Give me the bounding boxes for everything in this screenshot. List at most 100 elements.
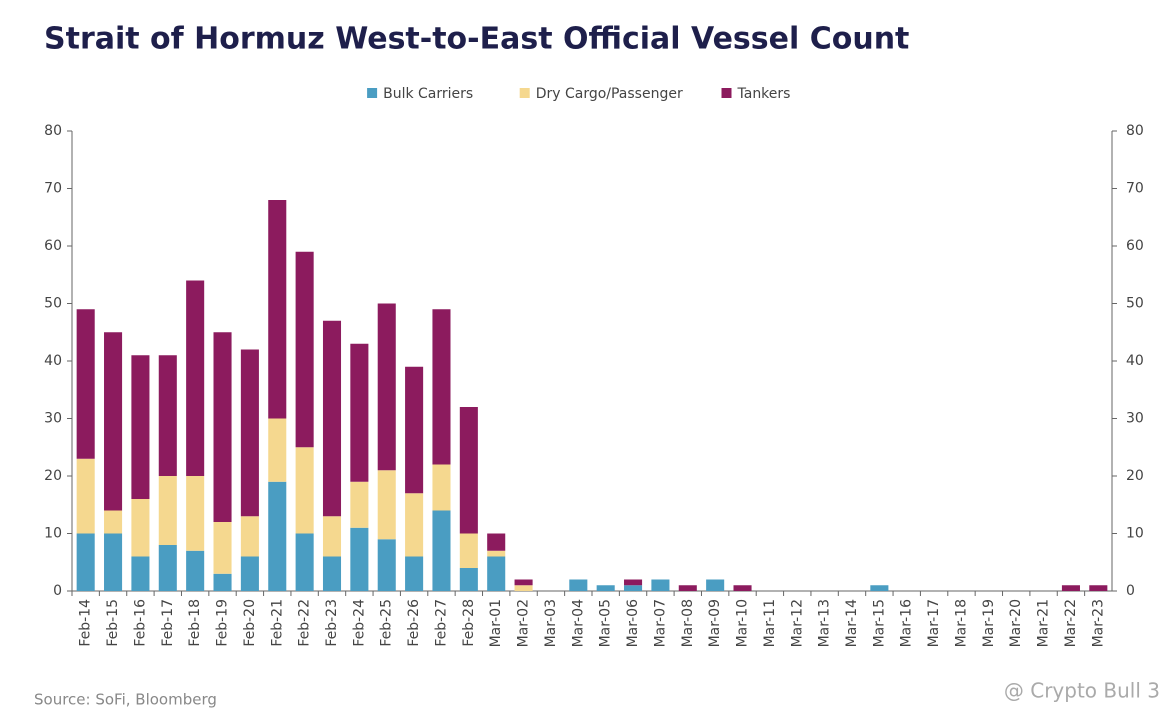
x-tick-label: Mar-04 — [570, 599, 586, 647]
bar-segment — [240, 556, 259, 591]
bar-segment — [377, 470, 396, 540]
x-tick-label: Feb-15 — [105, 599, 121, 647]
x-tick-label: Feb-25 — [379, 599, 395, 647]
bar-segment — [268, 418, 287, 482]
bar-segment — [487, 533, 506, 551]
bar-segment — [322, 516, 342, 557]
x-tick-label: Mar-10 — [735, 599, 751, 647]
bar-segment — [569, 579, 588, 591]
x-tick-label: Mar-22 — [1063, 599, 1079, 647]
bar-segment — [432, 309, 451, 465]
x-tick-label: Feb-17 — [160, 599, 176, 647]
bar-segment — [76, 458, 95, 534]
x-tick-label: Feb-22 — [297, 599, 313, 647]
bar-segment — [104, 332, 123, 511]
bar-segment — [350, 481, 369, 528]
bar-segment — [350, 527, 369, 591]
bar-segment — [131, 355, 150, 499]
bar-segment — [295, 533, 314, 591]
x-tick-label: Feb-16 — [132, 599, 148, 647]
y2-tick-label: 50 — [1126, 296, 1144, 312]
x-tick-label: Mar-20 — [1008, 599, 1024, 647]
bar-segment — [733, 585, 752, 591]
x-tick-label: Mar-08 — [680, 599, 696, 647]
y-tick-label: 20 — [44, 468, 62, 484]
y2-tick-label: 60 — [1126, 238, 1144, 254]
y-tick-label: 10 — [44, 526, 62, 542]
bar-segment — [213, 522, 232, 574]
y2-tick-label: 20 — [1126, 468, 1144, 484]
y2-tick-label: 40 — [1126, 353, 1144, 369]
bar-segment — [295, 447, 314, 534]
y-tick-label: 70 — [44, 181, 62, 197]
x-tick-label: Feb-21 — [269, 599, 285, 647]
bar-segment — [240, 516, 259, 557]
y-tick-label: 40 — [44, 353, 62, 369]
watermark: @ Crypto Bull 3 — [1004, 679, 1160, 703]
bar-segment — [459, 568, 478, 591]
bar-segment — [186, 550, 205, 591]
bar-segment — [432, 464, 451, 511]
x-tick-label: Feb-14 — [78, 599, 94, 647]
x-tick-label: Feb-19 — [215, 599, 231, 647]
legend-swatch — [367, 88, 378, 98]
bar-segment — [651, 579, 670, 591]
legend-swatch — [721, 88, 732, 98]
bar-segment — [432, 510, 451, 591]
bar-segment — [350, 343, 369, 482]
y2-tick-label: 70 — [1126, 181, 1144, 197]
x-tick-label: Mar-03 — [543, 599, 559, 647]
bar-segment — [104, 510, 123, 534]
bar-segment — [158, 476, 177, 545]
y2-tick-label: 0 — [1126, 583, 1135, 599]
bar-segment — [706, 579, 725, 591]
x-tick-label: Mar-15 — [871, 599, 887, 647]
y-tick-label: 80 — [44, 123, 62, 139]
bar-segment — [870, 585, 889, 591]
legend-label: Bulk Carriers — [383, 86, 473, 102]
bar-segment — [514, 579, 533, 586]
bar-segment — [213, 573, 232, 591]
x-tick-label: Mar-21 — [1036, 599, 1052, 647]
x-tick-label: Feb-20 — [242, 599, 258, 647]
x-tick-label: Feb-23 — [324, 599, 340, 647]
bar-segment — [1089, 585, 1108, 591]
x-tick-label: Mar-17 — [926, 599, 942, 647]
bar-segment — [624, 585, 643, 591]
bar-segment — [459, 533, 478, 568]
bar-segment — [131, 499, 150, 557]
x-tick-label: Feb-18 — [187, 599, 203, 647]
x-tick-label: Mar-02 — [516, 599, 532, 647]
bar-segment — [596, 585, 615, 591]
x-tick-label: Mar-18 — [953, 599, 969, 647]
y-tick-label: 0 — [53, 583, 62, 599]
bar-segment — [104, 533, 123, 591]
x-tick-label: Mar-23 — [1090, 599, 1106, 647]
x-tick-label: Mar-14 — [844, 599, 860, 647]
y2-tick-label: 30 — [1126, 411, 1144, 427]
bar-segment — [295, 251, 314, 448]
bar-segment — [459, 407, 478, 534]
x-tick-label: Feb-26 — [406, 599, 422, 647]
x-tick-label: Mar-12 — [789, 599, 805, 647]
bar-segment — [678, 585, 697, 591]
bar-segment — [268, 481, 287, 591]
bar-segment — [322, 320, 342, 517]
bar-segment — [405, 493, 424, 557]
bar-segment — [213, 332, 232, 522]
legend-swatch — [519, 88, 530, 98]
legend-label: Tankers — [737, 86, 791, 102]
bar-segment — [377, 539, 396, 591]
bar-segment — [158, 545, 177, 591]
x-tick-label: Mar-13 — [817, 599, 833, 647]
y-tick-label: 60 — [44, 238, 62, 254]
bar-segment — [377, 303, 396, 471]
bar-segment — [186, 280, 205, 476]
legend-label: Dry Cargo/Passenger — [536, 86, 683, 102]
x-tick-label: Mar-16 — [899, 599, 915, 647]
y-tick-label: 50 — [44, 296, 62, 312]
x-tick-label: Mar-06 — [625, 599, 641, 647]
bar-segment — [76, 533, 95, 591]
x-tick-label: Mar-01 — [488, 599, 504, 647]
